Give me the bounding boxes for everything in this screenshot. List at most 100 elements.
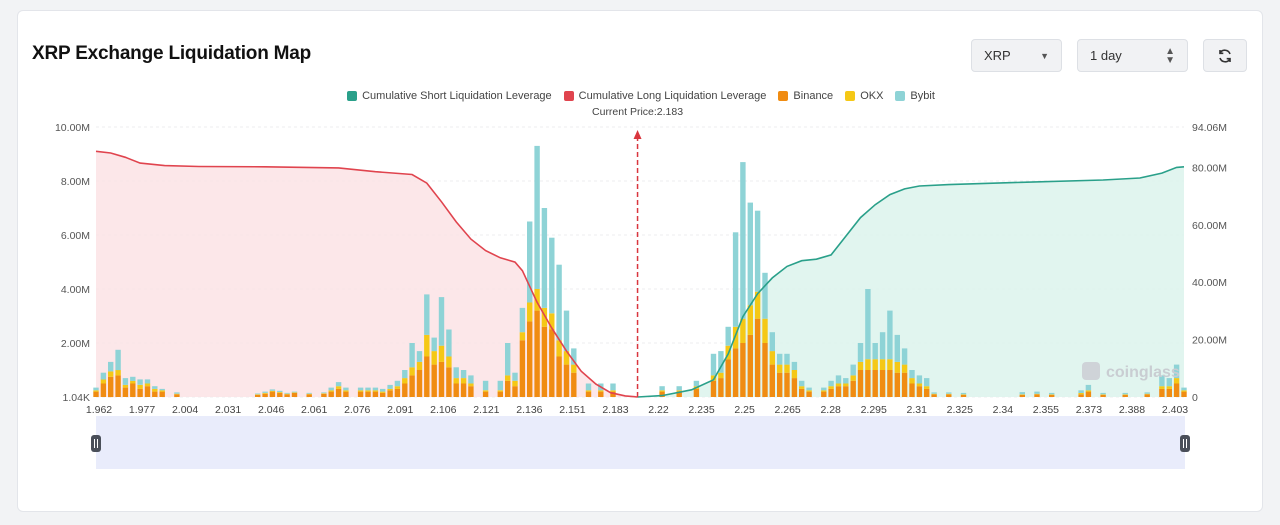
bar-bybit [732,232,739,327]
x-tick-label: 2.388 [1119,404,1145,416]
zoom-handle-left[interactable] [91,435,101,452]
x-tick-label: 2.265 [774,404,800,416]
bar-bybit [174,392,180,394]
bar-okx [365,390,371,392]
bar-okx [394,386,401,389]
legend-item-okx[interactable]: OKX [845,90,883,102]
bar-okx [152,388,158,392]
bar-okx [130,380,136,384]
bar-binance [137,388,143,397]
bar-okx [843,383,849,387]
bar-bybit [357,387,364,391]
bar-binance [850,380,856,397]
legend-item-binance[interactable]: Binance [778,90,833,102]
current-price-label: Current Price:2.183 [592,106,683,118]
bar-binance [453,383,459,397]
x-tick-label: 2.34 [993,404,1014,416]
bar-bybit [924,378,930,387]
bar-binance [828,388,834,397]
current-price-arrow [633,130,642,139]
bar-bybit [424,294,430,335]
legend-item-bybit[interactable]: Bybit [895,90,935,102]
y-right-tick-label: 0 [1192,392,1198,404]
bar-bybit [1159,375,1165,387]
bar-okx [137,384,143,389]
bar-bybit [1166,378,1172,387]
symbol-select[interactable]: XRP ▼ [971,39,1062,72]
bar-binance [960,394,967,397]
bar-okx [255,394,261,395]
bar-okx [482,390,489,392]
zoom-handle-right[interactable] [1180,435,1190,452]
bar-okx [571,364,577,373]
bar-binance [571,372,577,397]
bar-bybit [887,310,893,360]
bar-okx [291,392,298,393]
bar-binance [519,340,526,397]
legend-item-short[interactable]: Cumulative Short Liquidation Leverage [347,90,552,102]
bar-binance [887,370,893,397]
bar-okx [894,361,900,373]
bar-okx [610,390,616,392]
bar-okx [901,364,908,373]
bar-okx [777,364,783,373]
bar-okx [784,364,790,373]
bar-bybit [1085,384,1092,391]
y-left-tick-label: 10.00M [55,122,90,134]
bar-okx [431,351,437,365]
bar-okx [754,291,761,319]
bar-okx [306,393,312,395]
bar-binance [710,380,717,397]
bar-bybit [960,392,967,395]
bar-bybit [453,367,459,379]
bar-binance [424,356,430,397]
bar-okx [380,391,386,393]
zoom-slider [91,416,1190,469]
bar-okx [357,390,364,392]
axes: 10.00M 8.00M 6.00M 4.00M 2.00M 1.04K 94.06M 80.… [55,122,1227,416]
bar-bybit [799,380,805,387]
bar-bybit [512,372,518,381]
legend-item-long[interactable]: Cumulative Long Liquidation Leverage [563,90,766,102]
bar-okx [791,370,798,379]
zoom-handle-grip [1180,435,1190,452]
legend-label: Bybit [910,90,935,102]
bar-binance [754,318,761,397]
bar-binance [431,364,437,397]
bar-bybit [946,392,952,394]
bar-okx [446,356,452,368]
bar-bybit [365,387,371,391]
x-tick-label: 2.295 [861,404,887,416]
bar-okx [769,351,775,365]
bar-okx [732,326,739,349]
bar-binance [365,391,371,397]
bar-binance [482,391,489,397]
bar-binance [372,391,379,397]
bar-bybit [343,387,349,391]
bar-okx [424,334,430,357]
period-select-value: 1 day [1090,48,1122,63]
bar-bybit [402,370,408,379]
y-left-tick-label: 6.00M [61,230,90,242]
bar-okx [887,359,893,370]
bar-bybit [468,375,474,384]
bar-okx [174,393,180,395]
bar-bybit [394,380,401,387]
bar-binance [541,326,548,397]
bar-bybit [387,384,393,389]
period-select[interactable]: 1 day ▲ ▼ [1077,39,1188,72]
x-tick-label: 1.962 [86,404,112,416]
refresh-icon [1219,48,1231,63]
bar-okx [100,379,107,384]
bar-okx [1100,394,1106,395]
bar-bybit [872,343,878,360]
bar-binance [732,348,739,397]
bar-bybit [857,343,864,362]
bar-binance [1122,394,1128,397]
bar-okx [598,390,604,392]
bar-bybit [335,382,342,387]
bar-bybit [710,353,717,376]
refresh-button[interactable] [1203,39,1247,72]
bar-bybit [446,329,452,357]
legend-swatch [347,91,358,101]
